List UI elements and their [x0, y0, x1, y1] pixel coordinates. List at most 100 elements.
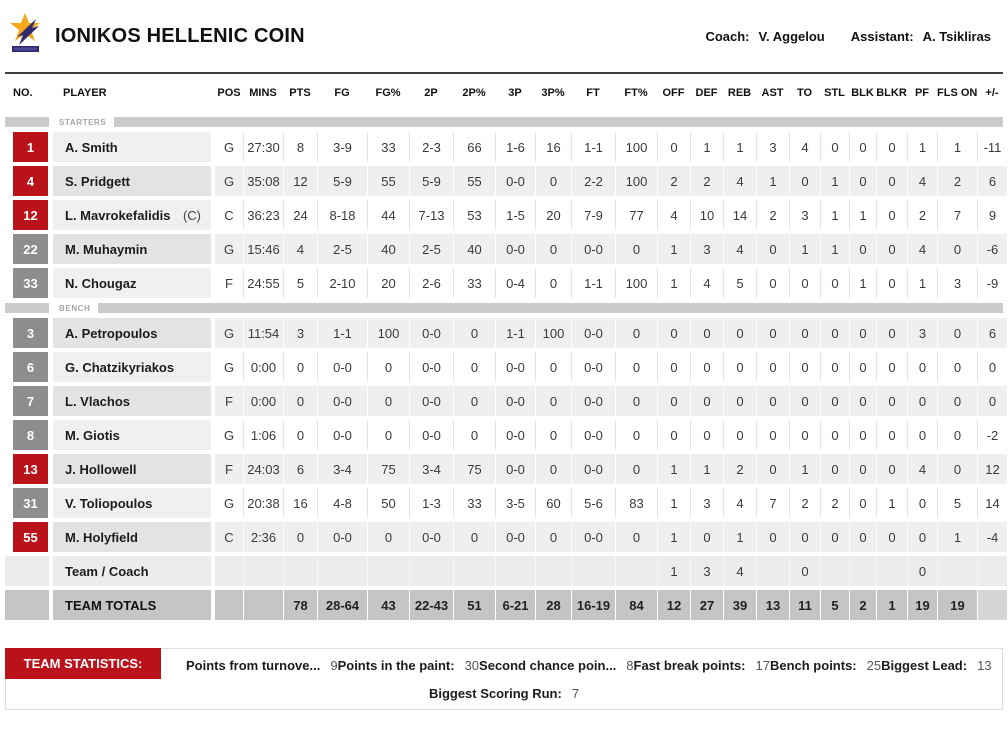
team-stat-label: Points from turnove...	[186, 658, 321, 673]
team-stat-value: 8	[626, 658, 634, 673]
stat-cell: 1	[756, 166, 789, 196]
stat-cell: 0	[367, 522, 409, 552]
section-bar-line	[114, 117, 1003, 127]
stat-cell: 5	[723, 268, 756, 298]
row-label: TEAM TOTALS	[53, 590, 211, 620]
stat-cell: 27	[690, 590, 723, 620]
stat-cell: 60	[535, 488, 571, 518]
stat-cell: 9	[977, 200, 1007, 230]
column-header: FG%	[375, 87, 401, 99]
table-row: Team / Coach 1 3 4 0 0	[5, 556, 1007, 586]
stat-cell: G	[215, 166, 243, 196]
stat-cell: 0	[820, 268, 849, 298]
stat-cell: -11	[977, 132, 1007, 162]
column-header: FLS ON	[937, 87, 978, 99]
stat-cell: 1	[876, 488, 907, 518]
stat-cell: 0-0	[571, 352, 615, 382]
stat-cell: 6	[977, 318, 1007, 348]
stat-cell: 0-0	[571, 386, 615, 416]
stat-cell: 1	[876, 590, 907, 620]
stat-cell: 16-19	[571, 590, 615, 620]
stat-cell: 0	[907, 556, 937, 586]
section-bar-block	[5, 117, 49, 127]
box-score-page: IONIKOS HELLENIC COIN Coach: V. Aggelou …	[5, 13, 1007, 710]
stat-cell: F	[215, 454, 243, 484]
stat-cell: 11	[789, 590, 820, 620]
stat-cell: 100	[615, 132, 657, 162]
stat-cell: 0	[535, 166, 571, 196]
stat-cell: G	[215, 132, 243, 162]
player-number-badge: 55	[13, 522, 48, 552]
stat-cell: 16	[283, 488, 317, 518]
stat-cell: 1	[937, 132, 977, 162]
stat-cell: 4	[907, 454, 937, 484]
stat-cell: 0	[283, 386, 317, 416]
stat-cell: 6	[283, 454, 317, 484]
player-number-badge: 8	[13, 420, 48, 450]
section-bar-bench: BENCH	[5, 303, 1003, 313]
stat-cell: 0	[789, 166, 820, 196]
stat-cell: 0:00	[243, 386, 283, 416]
column-header: BLKR	[876, 87, 907, 99]
stat-cell: 36:23	[243, 200, 283, 230]
player-number-cell: 6	[5, 352, 49, 382]
stat-cell: 2	[820, 488, 849, 518]
stat-cell: 1	[820, 166, 849, 196]
stat-cell: 14	[977, 488, 1007, 518]
stat-cell	[876, 556, 907, 586]
team-statistics-line2: Biggest Scoring Run: 7	[6, 679, 1002, 707]
player-number-cell: 7	[5, 386, 49, 416]
stat-cell: 0	[849, 318, 876, 348]
stat-cell: 1	[690, 132, 723, 162]
stat-cell: 3	[937, 268, 977, 298]
stat-cell: 1	[789, 454, 820, 484]
column-header: MINS	[249, 87, 277, 99]
column-header: 2P	[424, 87, 438, 99]
team-stat-item: Second chance poin... 8	[479, 658, 633, 673]
stat-cell: 28-64	[317, 590, 367, 620]
stat-cell: 16	[535, 132, 571, 162]
stat-cell: 0-0	[409, 522, 453, 552]
stat-cell: 20	[535, 200, 571, 230]
stat-cell: 0-0	[495, 166, 535, 196]
stat-cell: 0	[876, 420, 907, 450]
column-header: BLK	[851, 87, 874, 99]
stat-cell: -9	[977, 268, 1007, 298]
stat-cell: 0	[876, 200, 907, 230]
stat-cell	[453, 556, 495, 586]
stat-cell: 5-9	[409, 166, 453, 196]
coach-label: Coach:	[705, 28, 750, 44]
stat-cell: 24:03	[243, 454, 283, 484]
stat-cell: 1	[849, 200, 876, 230]
stat-cell: 0	[690, 318, 723, 348]
stat-cell: 1	[849, 268, 876, 298]
team-stat-item: Fast break points: 17	[634, 658, 770, 673]
stat-cell	[849, 556, 876, 586]
stat-cell	[317, 556, 367, 586]
stat-cell: 0	[820, 522, 849, 552]
stat-cell: 0	[657, 386, 690, 416]
stat-cell: 3	[690, 234, 723, 264]
stat-cell: 40	[367, 234, 409, 264]
stat-cell: 0	[937, 234, 977, 264]
player-name: M. Holyfield	[53, 522, 211, 552]
stat-cell	[495, 556, 535, 586]
team-statistics-line1: Points from turnove... 9 Points in the pai…	[186, 649, 992, 682]
team-statistics-title: TEAM STATISTICS:	[5, 648, 161, 679]
stat-cell: 75	[367, 454, 409, 484]
stat-cell: 0	[367, 386, 409, 416]
stat-cell: 0	[937, 352, 977, 382]
stat-cell: 0	[535, 352, 571, 382]
stat-cell: -2	[977, 420, 1007, 450]
stat-cell: 0	[283, 420, 317, 450]
player-name: A. Petropoulos	[53, 318, 211, 348]
stat-cell: 0	[535, 420, 571, 450]
stat-cell: 0	[789, 352, 820, 382]
stat-cell: 1	[723, 522, 756, 552]
stat-cell: 0	[283, 352, 317, 382]
stat-cell: 0-0	[495, 420, 535, 450]
table-row: 13 J. Hollowell F 24:03 6 3-4 75 3-4 75 0-0 0 0-0 0 1…	[5, 454, 1007, 484]
stat-cell	[215, 556, 243, 586]
player-name: J. Hollowell	[53, 454, 211, 484]
table-body: STARTERS 1 A. Smith G 27:30 8 3-9 33 2-3 66 1-6 16 1…	[5, 117, 1007, 620]
